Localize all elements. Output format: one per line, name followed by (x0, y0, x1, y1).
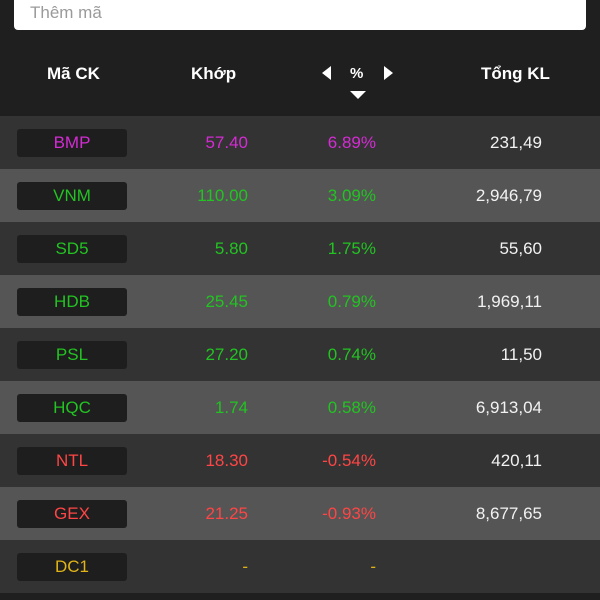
total-volume: 420,11 (491, 451, 542, 470)
search-bar (0, 0, 600, 40)
stock-row[interactable]: BMP 57.40 6.89% 231,49 (0, 116, 600, 169)
stock-row[interactable]: VNM 110.00 3.09% 2,946,79 (0, 169, 600, 222)
match-price: 5.80 (214, 239, 248, 258)
header-symbol[interactable]: Mã CK (47, 64, 100, 83)
stock-row[interactable]: HQC 1.74 0.58% 6,913,04 (0, 381, 600, 434)
header-match-price[interactable]: Khớp (191, 64, 237, 83)
stock-row[interactable]: SD5 5.80 1.75% 55,60 (0, 222, 600, 275)
search-box[interactable] (14, 0, 586, 30)
match-price: 110.00 (197, 186, 248, 205)
sort-descending-icon[interactable] (350, 91, 366, 99)
total-volume: 8,677,65 (475, 504, 542, 523)
match-price: 21.25 (205, 504, 248, 523)
stock-symbol-button[interactable]: PSL (17, 341, 127, 369)
total-volume: 11,50 (500, 345, 542, 364)
match-price: 25.45 (205, 292, 248, 311)
match-price: 27.20 (205, 345, 248, 364)
match-price: 1.74 (214, 398, 248, 417)
percent-change: 6.89% (327, 133, 376, 152)
stock-symbol-button[interactable]: HDB (17, 288, 127, 316)
stock-symbol-button[interactable]: NTL (17, 447, 127, 475)
stock-row[interactable]: HDB 25.45 0.79% 1,969,11 (0, 275, 600, 328)
table-header: Mã CK Khớp % Tổng KL (0, 40, 600, 116)
stock-row[interactable]: PSL 27.20 0.74% 11,50 (0, 328, 600, 381)
stock-list: BMP 57.40 6.89% 231,49 VNM 110.00 3.09% … (0, 116, 600, 593)
stock-symbol-button[interactable]: SD5 (17, 235, 127, 263)
total-volume: 2,946,79 (475, 186, 542, 205)
percent-change: 1.75% (327, 239, 376, 258)
match-price: 18.30 (205, 451, 248, 470)
stock-symbol-button[interactable]: HQC (17, 394, 127, 422)
percent-change: 0.58% (327, 398, 376, 417)
percent-change: -0.93% (322, 504, 376, 523)
next-column-arrow-icon[interactable] (384, 66, 393, 80)
stock-symbol-button[interactable]: VNM (17, 182, 127, 210)
percent-change: 0.74% (327, 345, 376, 364)
percent-change: 3.09% (327, 186, 376, 205)
stock-row[interactable]: DC1 - - (0, 540, 600, 593)
stock-row[interactable]: NTL 18.30 -0.54% 420,11 (0, 434, 600, 487)
total-volume: 55,60 (499, 239, 542, 258)
stock-symbol-button[interactable]: DC1 (17, 553, 127, 581)
match-price: - (242, 557, 248, 576)
header-percent[interactable]: % (350, 65, 364, 82)
percent-change: - (370, 557, 376, 576)
total-volume: 231,49 (490, 133, 542, 152)
add-symbol-input[interactable] (30, 3, 570, 23)
stock-symbol-button[interactable]: BMP (17, 129, 127, 157)
match-price: 57.40 (205, 133, 248, 152)
total-volume: 1,969,11 (477, 292, 542, 311)
percent-change: 0.79% (327, 292, 376, 311)
percent-change: -0.54% (322, 451, 376, 470)
header-total-volume[interactable]: Tổng KL (481, 64, 550, 83)
previous-column-arrow-icon[interactable] (322, 66, 331, 80)
stock-symbol-button[interactable]: GEX (17, 500, 127, 528)
stock-row[interactable]: GEX 21.25 -0.93% 8,677,65 (0, 487, 600, 540)
total-volume: 6,913,04 (475, 398, 542, 417)
